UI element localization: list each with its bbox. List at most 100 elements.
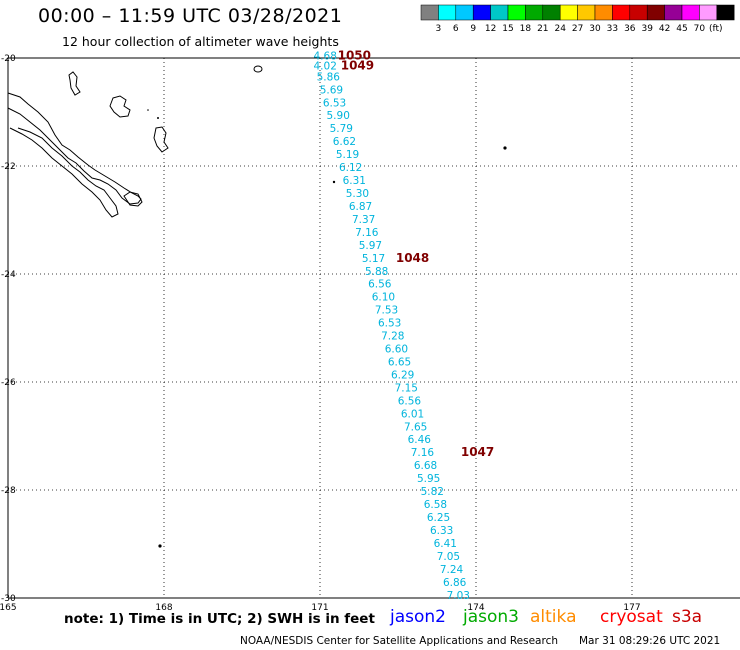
swh-value: 5.88: [365, 266, 388, 278]
swh-value: 6.29: [391, 369, 414, 381]
legend-swatch: [455, 4, 474, 21]
legend-label: 3: [436, 24, 442, 34]
swh-value: 5.90: [327, 110, 350, 122]
legend-swatch: [420, 4, 439, 21]
legend-label: 18: [520, 24, 532, 34]
swh-value: 5.79: [330, 123, 353, 135]
swh-value: 6.87: [349, 201, 372, 213]
swh-value: 7.53: [375, 305, 398, 317]
swh-value: 6.41: [434, 538, 457, 550]
legend-label: 6: [453, 24, 459, 34]
legend-swatch: [472, 4, 491, 21]
legend-swatch: [559, 4, 578, 21]
legend-swatch: [664, 4, 683, 21]
lon-tick-label: 168: [155, 603, 172, 613]
map-subtitle: 12 hour collection of altimeter wave hei…: [62, 34, 339, 49]
satellite-altika: altika: [530, 607, 577, 627]
lat-tick-label: -20: [1, 54, 16, 64]
swh-value: 6.62: [333, 136, 356, 148]
hunter-island: [332, 180, 336, 184]
swh-value: 6.46: [408, 434, 432, 446]
legend-label: 42: [659, 24, 670, 34]
legend-swatch: [490, 4, 509, 21]
swh-value: 6.53: [378, 318, 401, 330]
footer-note: note: 1) Time is in UTC; 2) SWH is in fe…: [64, 611, 375, 627]
swh-value: 5.82: [421, 486, 444, 498]
satellite-s3a: s3a: [672, 607, 703, 627]
time-marker: 1049: [341, 59, 374, 73]
wave-height-track: 4.684.025.865.696.535.905.796.625.196.12…: [314, 50, 471, 601]
legend-unit: (ft): [709, 24, 723, 34]
new-caledonia-coastline: [7, 92, 142, 205]
legend-swatch: [577, 4, 596, 21]
legend-swatch: [646, 4, 665, 21]
legend-swatch: [716, 4, 735, 21]
loyalty-island-lifou: [109, 95, 131, 118]
swh-value: 7.65: [404, 421, 427, 433]
new-caledonia-inner-reef: [9, 127, 119, 218]
swh-value: 5.69: [320, 84, 343, 96]
legend-label: 36: [624, 24, 636, 34]
legend-swatch: [438, 4, 457, 21]
swh-value: 7.28: [381, 331, 404, 343]
map-axes: 165 168 171 174 177 -20 -22 -24 -26 -28 -30: [0, 54, 740, 613]
legend-label: 9: [470, 24, 476, 34]
small-islets: [147, 109, 507, 548]
lon-tick-label: 174: [467, 603, 484, 613]
swh-value: 6.25: [427, 512, 450, 524]
time-marker: 1047: [461, 445, 494, 459]
lon-tick-label: 177: [623, 603, 640, 613]
loyalty-island-mare: [153, 126, 169, 153]
legend-label: 27: [572, 24, 583, 34]
swh-value: 4.02: [314, 61, 337, 73]
swh-value: 6.58: [424, 499, 447, 511]
swh-value: 6.56: [398, 395, 422, 407]
swh-value: 6.53: [323, 97, 346, 109]
time-marker: 1048: [396, 251, 429, 265]
lat-lon-grid: [8, 58, 740, 598]
lat-tick-label: -22: [1, 162, 16, 172]
swh-value: 5.30: [346, 188, 369, 200]
coastlines: [7, 65, 263, 218]
legend-swatch: [612, 4, 631, 21]
swh-value: 6.60: [385, 344, 408, 356]
swh-value: 7.03: [447, 590, 470, 602]
legend-swatch: [507, 4, 526, 21]
color-legend: 3 6 9 12 15 18 21 24 27 30 33 36 39 42 45 70 (ft): [420, 4, 735, 34]
swh-value: 5.97: [359, 240, 382, 252]
swh-value: 6.12: [339, 162, 362, 174]
swh-value: 5.95: [417, 473, 440, 485]
satellite-jason2: jason2: [390, 607, 446, 627]
generated-timestamp: Mar 31 08:29:26 UTC 2021: [579, 635, 721, 647]
loyalty-island-ouvea: [68, 71, 81, 96]
lat-tick-label: -26: [1, 378, 16, 388]
satellite-cryosat: cryosat: [600, 607, 663, 627]
swh-value: 6.01: [401, 408, 424, 420]
legend-label: 45: [676, 24, 687, 34]
legend-swatch: [629, 4, 648, 21]
swh-value: 6.68: [414, 460, 437, 472]
swh-value: 7.16: [411, 447, 435, 459]
legend-label: 15: [502, 24, 513, 34]
islet-north-2: [147, 109, 149, 111]
lon-tick-label: 171: [311, 603, 328, 613]
walpole-island: [253, 65, 263, 73]
legend-label: 12: [485, 24, 496, 34]
swh-value: 7.24: [440, 564, 464, 576]
islet-north-1: [157, 117, 159, 119]
legend-label: 33: [607, 24, 618, 34]
legend-label: 24: [554, 24, 566, 34]
legend-swatch: [542, 4, 561, 21]
legend-label: 70: [694, 24, 706, 34]
legend-label: 39: [641, 24, 653, 34]
legend-swatch: [699, 4, 718, 21]
isle-of-pines: [123, 191, 143, 207]
credit-line: NOAA/NESDIS Center for Satellite Applica…: [240, 635, 558, 647]
legend-label: 30: [589, 24, 601, 34]
lat-tick-label: -30: [1, 594, 16, 604]
swh-value: 5.19: [336, 149, 359, 161]
map-title: 00:00 – 11:59 UTC 03/28/2021: [38, 5, 343, 27]
swh-value: 7.16: [355, 227, 379, 239]
